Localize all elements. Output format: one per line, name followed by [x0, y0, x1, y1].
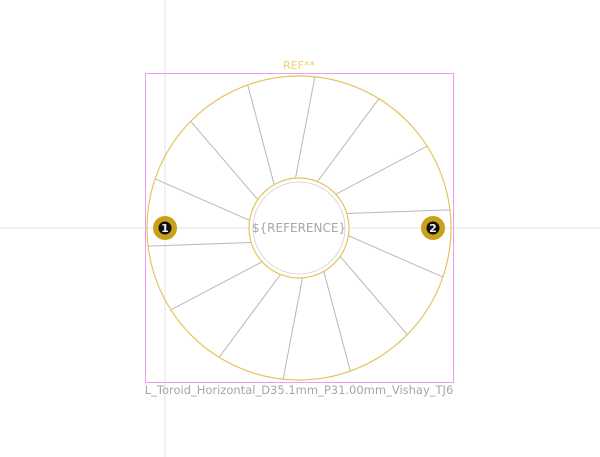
courtyard-outline: [145, 73, 454, 383]
footprint-name[interactable]: L_Toroid_Horizontal_D35.1mm_P31.00mm_Vis…: [145, 383, 454, 397]
pad-1-number: 1: [161, 222, 169, 235]
winding-line: [323, 271, 351, 372]
winding-line: [348, 235, 444, 278]
winding-line: [317, 98, 380, 182]
winding-line: [247, 84, 275, 185]
pad-2-drill: [426, 221, 440, 235]
winding-line: [190, 120, 259, 200]
winding-line: [335, 145, 428, 195]
winding-line: [218, 274, 281, 358]
winding-line: [148, 242, 252, 247]
winding-line: [339, 256, 408, 336]
toroid-inner-ring: [252, 181, 346, 275]
toroid-windings: [148, 76, 450, 380]
winding-line: [170, 261, 263, 311]
toroid-inner-circle: [248, 177, 350, 279]
pad-2[interactable]: 2: [421, 216, 445, 240]
toroid-outer-circle: [146, 75, 452, 381]
pad-2-number: 2: [429, 222, 437, 235]
pad-1[interactable]: 1: [153, 216, 177, 240]
pad-1-drill: [158, 221, 172, 235]
winding-line: [282, 277, 303, 380]
winding-line: [154, 178, 250, 221]
ref-designator[interactable]: REF**: [283, 59, 315, 72]
reference-placeholder[interactable]: ${REFERENCE}: [252, 221, 346, 235]
winding-line: [295, 76, 316, 179]
winding-line: [346, 209, 450, 214]
